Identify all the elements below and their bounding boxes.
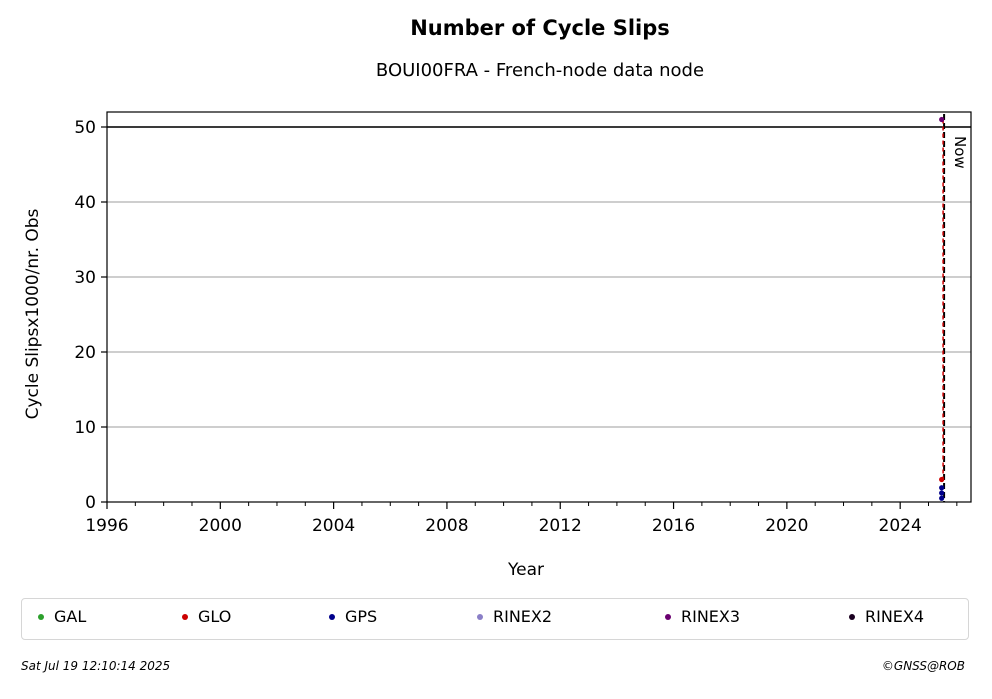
legend-label: RINEX2 [493, 607, 553, 626]
legend-marker [477, 613, 483, 620]
data-point-glo [939, 476, 945, 483]
legend-item-rinex3: RINEX3 [665, 607, 740, 626]
legend-marker [182, 613, 188, 620]
data-point-gps [939, 485, 945, 491]
chart-plot: 0 10 20 30 40 50 1996 2000 2004 2008 2012 2016 2020 2… [23, 111, 972, 580]
x-axis-label: Year [507, 560, 544, 580]
y-tick-label: 20 [74, 343, 96, 363]
plot-frame [106, 111, 972, 503]
data-point-rinex3 [939, 116, 945, 123]
x-tick-label: 2004 [312, 516, 355, 536]
chart-subtitle: BOUI00FRA - French-node data node [375, 60, 705, 81]
y-tick-label: 40 [74, 193, 96, 213]
x-tick-label: 1996 [85, 516, 128, 536]
legend-item-gal: GAL [38, 607, 86, 626]
legend-item-glo: GLO [182, 607, 231, 626]
now-label: Now [951, 136, 969, 169]
y-tick-label: 30 [74, 268, 96, 288]
legend: GAL GLO GPS RINEX2 RINEX3 RINEX4 [21, 598, 969, 640]
legend-item-rinex4: RINEX4 [849, 607, 924, 626]
copyright: ©GNSS@ROB [881, 659, 965, 673]
x-tick-label: 2000 [199, 516, 242, 536]
legend-marker [329, 613, 335, 620]
y-tick-label: 10 [74, 418, 96, 438]
y-tick-label: 0 [85, 493, 96, 513]
x-tick-label: 2020 [765, 516, 808, 536]
data-point-gps [939, 490, 945, 496]
legend-marker [38, 613, 44, 620]
legend-label: GPS [345, 607, 378, 626]
timestamp: Sat Jul 19 12:10:14 2025 [21, 659, 171, 673]
legend-label: GLO [198, 607, 232, 626]
legend-label: RINEX3 [681, 607, 741, 626]
y-tick-label: 50 [74, 118, 96, 138]
x-tick-label: 2016 [652, 516, 695, 536]
legend-item-gps: GPS [329, 607, 377, 626]
legend-item-rinex2: RINEX2 [477, 607, 552, 626]
y-axis-label: Cycle Slipsx1000/nr. Obs [23, 208, 43, 419]
legend-marker [849, 613, 855, 620]
x-tick-label: 2024 [879, 516, 922, 536]
x-tick-label: 2012 [539, 516, 582, 536]
legend-label: GAL [54, 607, 87, 626]
chart-title: Number of Cycle Slips [410, 16, 670, 40]
data-point-gps [939, 495, 945, 501]
legend-label: RINEX4 [865, 607, 925, 626]
legend-marker [665, 613, 671, 620]
x-tick-label: 2008 [425, 516, 468, 536]
